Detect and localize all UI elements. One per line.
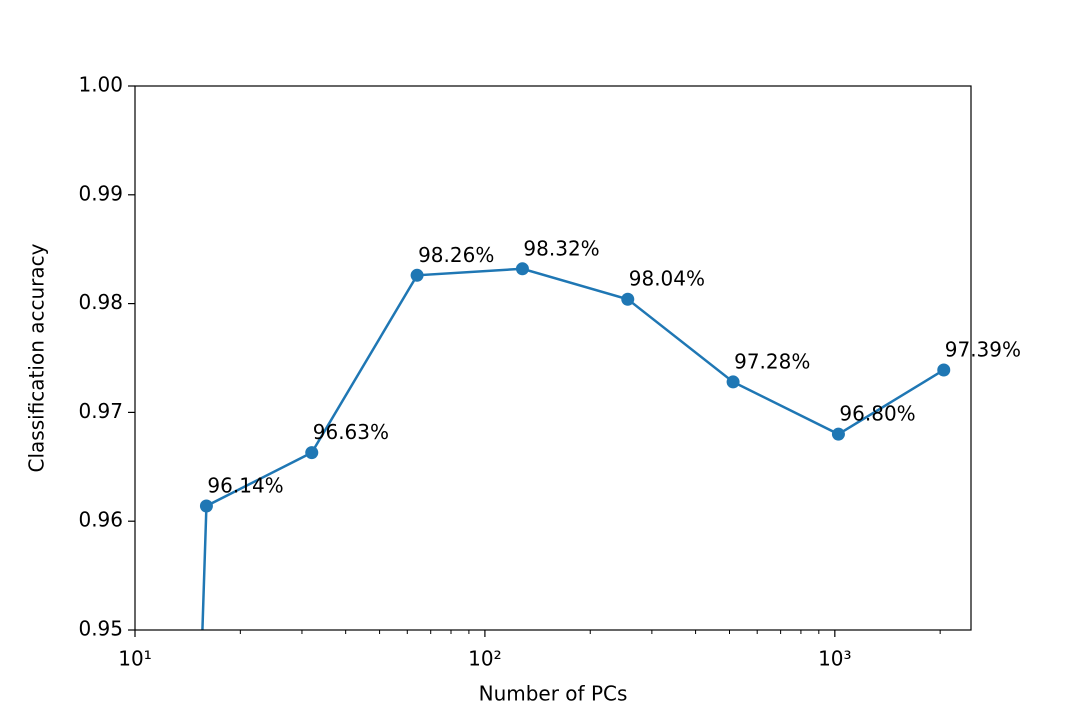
data-point [937, 363, 951, 377]
data-point [199, 499, 213, 513]
data-label: 98.32% [523, 236, 599, 260]
data-label: 97.39% [945, 337, 1021, 361]
data-label: 98.26% [418, 243, 494, 267]
y-tick-label: 1.00 [78, 73, 123, 97]
plot-frame [134, 85, 972, 631]
data-label: 98.04% [629, 267, 705, 291]
y-tick-label: 0.96 [78, 508, 123, 532]
y-tick-label: 0.97 [78, 399, 123, 423]
data-point [726, 375, 740, 389]
data-point [515, 262, 529, 276]
data-label: 96.63% [313, 420, 389, 444]
data-point [831, 427, 845, 441]
data-label: 97.28% [734, 349, 810, 373]
plot-area [199, 262, 951, 630]
y-tick-label: 0.95 [78, 617, 123, 641]
y-tick-label: 0.98 [78, 290, 123, 314]
x-tick-label: 10¹ [118, 647, 151, 671]
data-point [305, 446, 319, 460]
x-tick-label: 10³ [818, 647, 851, 671]
data-point [410, 268, 424, 282]
data-label: 96.14% [207, 473, 283, 497]
data-label: 96.80% [839, 402, 915, 426]
y-axis-label: Classification accuracy [25, 243, 49, 472]
y-tick-label: 0.99 [78, 181, 123, 205]
data-point [621, 292, 635, 306]
x-tick-label: 10² [468, 647, 501, 671]
x-axis-label: Number of PCs [479, 682, 628, 706]
